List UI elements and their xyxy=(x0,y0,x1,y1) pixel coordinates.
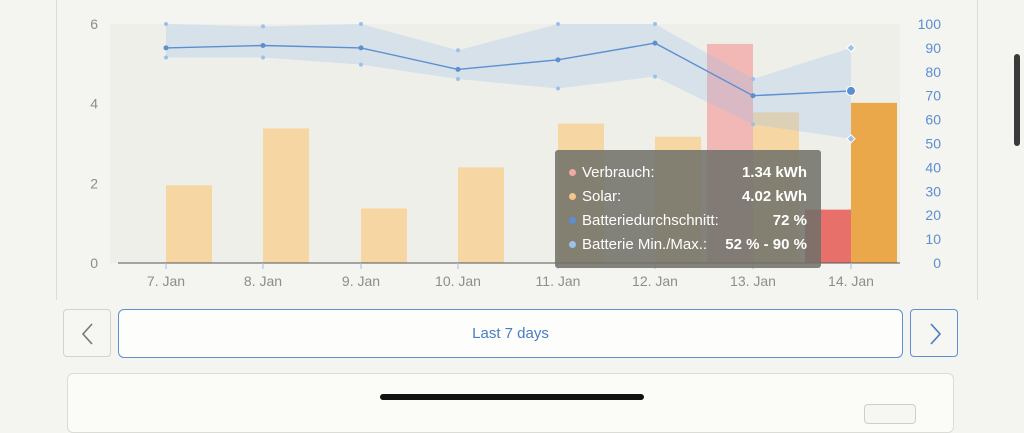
previous-period-button[interactable] xyxy=(63,309,111,357)
solar-bar xyxy=(458,167,504,263)
x-tick-label: 10. Jan xyxy=(435,273,481,289)
x-tick-label: 7. Jan xyxy=(147,273,185,289)
period-selector-button[interactable]: Last 7 days xyxy=(118,309,903,358)
legend-dot-icon xyxy=(569,193,576,200)
x-tick-label: 8. Jan xyxy=(244,273,282,289)
solar-bar xyxy=(851,102,897,264)
battery-average-point xyxy=(750,93,756,99)
tooltip-row: Solar: 4.02 kWh xyxy=(555,186,821,208)
battery-max-point xyxy=(359,22,363,26)
right-axis-tick-label: 30 xyxy=(925,183,941,199)
battery-min-point xyxy=(556,86,560,91)
battery-max-point xyxy=(751,76,755,81)
right-axis-tick-label: 100 xyxy=(918,16,942,32)
battery-range-band xyxy=(166,24,851,139)
right-axis-tick-label: 60 xyxy=(925,112,941,128)
tooltip-value: 1.34 kWh xyxy=(741,164,807,181)
right-axis-tick-label: 90 xyxy=(925,40,941,56)
x-tick-label: 12. Jan xyxy=(632,273,678,289)
x-tick-label: 9. Jan xyxy=(342,273,380,289)
right-axis-tick-label: 0 xyxy=(933,255,941,271)
tooltip-row: Batteriedurchschnitt: 72 % xyxy=(555,210,821,232)
battery-min-point xyxy=(751,122,755,127)
tooltip-value: 52 % - 90 % xyxy=(725,236,807,253)
battery-min-point xyxy=(653,74,657,79)
tooltip-label: Batteriedurchschnitt: xyxy=(582,212,719,229)
battery-min-point xyxy=(359,62,363,67)
chevron-left-icon xyxy=(81,323,93,345)
right-axis-tick-label: 80 xyxy=(925,64,941,80)
content-card xyxy=(67,373,954,433)
x-tick-label: 14. Jan xyxy=(828,273,874,289)
battery-average-point xyxy=(455,66,461,72)
battery-min-point xyxy=(164,55,168,60)
battery-max-point xyxy=(164,22,168,26)
right-axis-tick-label: 20 xyxy=(925,207,941,223)
battery-average-point xyxy=(846,85,856,96)
tooltip-row: Verbrauch: 1.34 kWh xyxy=(555,162,821,184)
battery-max-point xyxy=(846,43,856,53)
tooltip-label: Solar: xyxy=(582,188,622,205)
left-axis-tick-label: 4 xyxy=(90,96,98,112)
tooltip-value: 72 % xyxy=(772,212,807,229)
energy-chart: 7. Jan 8. Jan 9. Jan 10. Jan 11. Jan 12. Jan 1… xyxy=(90,16,942,289)
scrollbar[interactable] xyxy=(1014,54,1020,146)
card-control[interactable] xyxy=(864,404,916,424)
battery-max-point xyxy=(653,22,657,26)
period-label: Last 7 days xyxy=(472,325,549,342)
tooltip-label: Batterie Min./Max.: xyxy=(582,236,708,253)
battery-max-point xyxy=(556,22,560,26)
battery-average-line xyxy=(165,42,852,97)
legend-dot-icon xyxy=(569,241,576,248)
home-indicator[interactable] xyxy=(380,394,644,400)
x-tick-label: 13. Jan xyxy=(730,273,776,289)
battery-average-point xyxy=(652,40,658,46)
legend-dot-icon xyxy=(569,217,576,224)
x-tick-label: 11. Jan xyxy=(536,273,581,289)
left-axis-tick-label: 0 xyxy=(90,255,98,271)
right-axis-tick-label: 50 xyxy=(925,136,941,152)
next-period-button[interactable] xyxy=(910,309,958,357)
battery-min-point xyxy=(846,134,856,144)
right-axis-tick-label: 10 xyxy=(925,231,941,247)
chevron-right-icon xyxy=(930,323,942,345)
tooltip-row: Batterie Min./Max.: 52 % - 90 % xyxy=(555,234,821,256)
battery-max-point xyxy=(261,24,265,29)
battery-min-point xyxy=(261,55,265,60)
tooltip-value: 4.02 kWh xyxy=(741,188,807,205)
battery-min-point xyxy=(456,76,460,81)
battery-average-point xyxy=(260,43,266,49)
battery-average-point xyxy=(163,45,169,51)
tooltip-label: Verbrauch: xyxy=(582,164,655,181)
right-axis-tick-label: 40 xyxy=(925,159,941,175)
left-axis-tick-label: 6 xyxy=(90,16,98,32)
battery-average-point xyxy=(555,57,561,63)
battery-max-point xyxy=(456,48,460,53)
solar-bar xyxy=(263,128,309,263)
solar-bar xyxy=(361,208,407,263)
left-axis-tick-label: 2 xyxy=(90,175,98,191)
battery-average-point xyxy=(358,45,364,51)
chart-tooltip: Verbrauch: 1.34 kWh Solar: 4.02 kWh Batterie… xyxy=(555,150,821,268)
solar-bar xyxy=(166,185,212,263)
right-axis-tick-label: 70 xyxy=(925,88,941,104)
legend-dot-icon xyxy=(569,169,576,176)
